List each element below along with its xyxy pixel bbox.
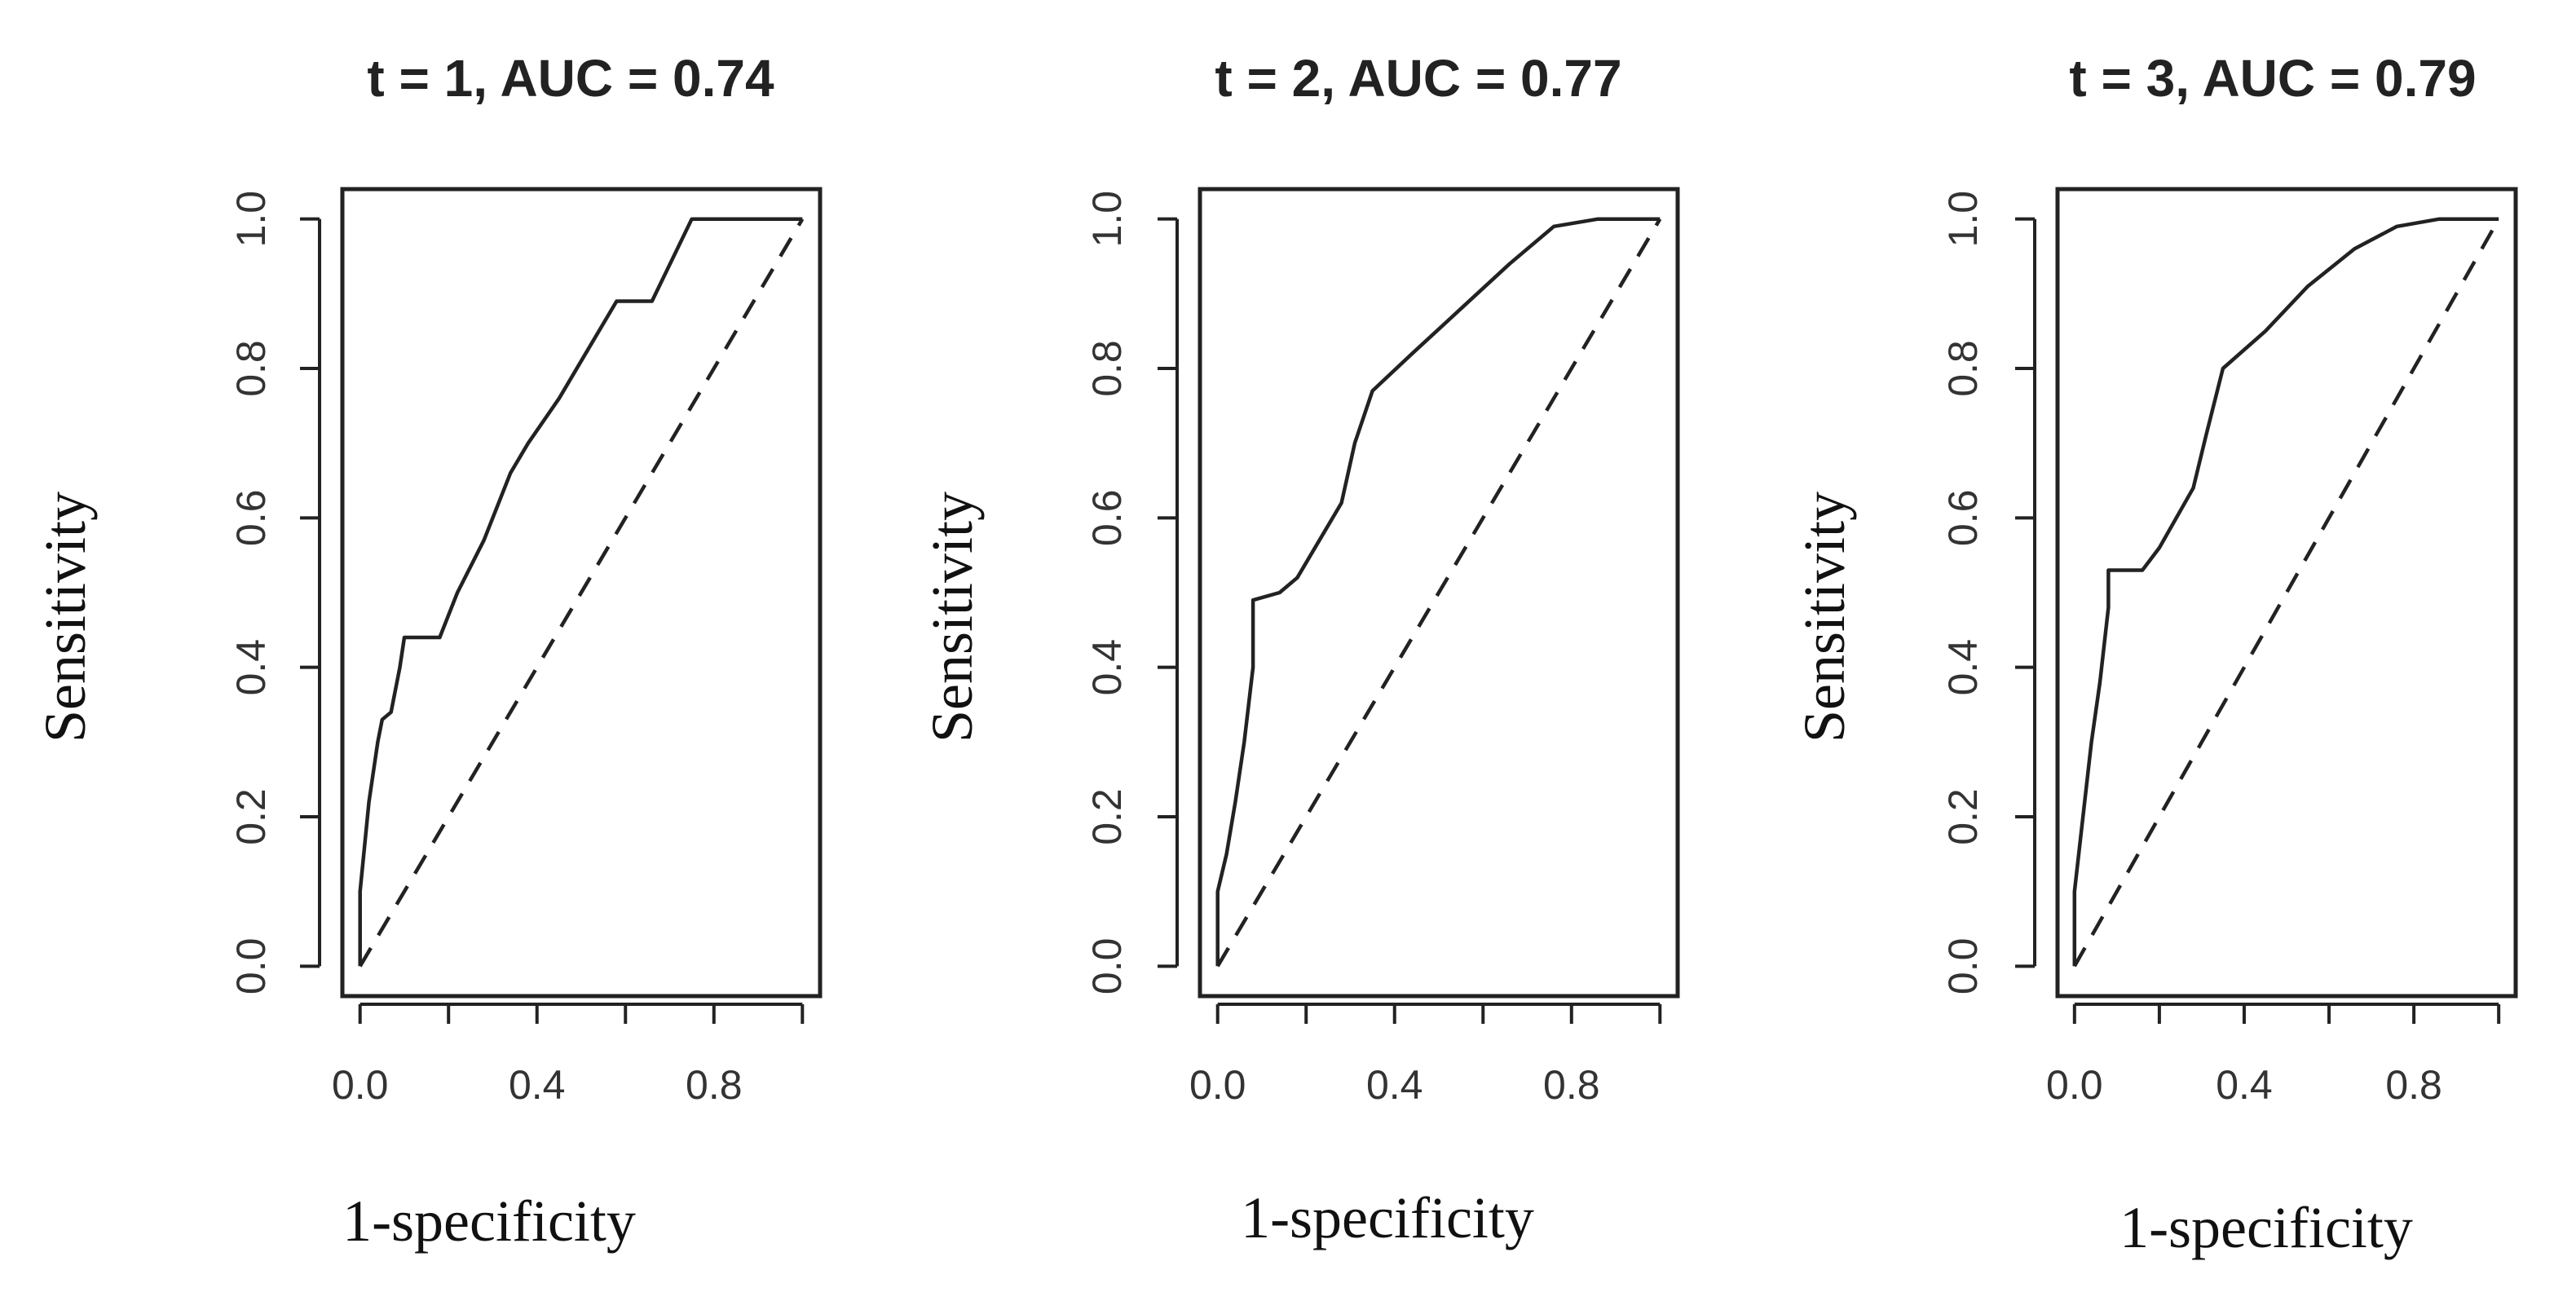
reference-diagonal-line	[358, 218, 805, 968]
x-axis-label: 1-specificity	[2119, 1195, 2413, 1260]
plot-frame	[2055, 187, 2518, 999]
y-tick-label: 0.8	[228, 340, 274, 397]
y-tick-label: 0.0	[228, 938, 274, 995]
plot-frame	[340, 187, 823, 999]
x-axis-label: 1-specificity	[342, 1188, 636, 1254]
roc-curve	[2072, 217, 2499, 967]
y-tick-label: 0.2	[228, 788, 274, 845]
y-tick-label: 0.4	[1940, 639, 1986, 696]
y-tick-label: 0.8	[1940, 340, 1986, 397]
y-tick-label: 0.6	[1084, 490, 1130, 547]
y-axis-label: Sensitivity	[33, 492, 98, 743]
y-tick-label: 0.4	[1084, 639, 1130, 696]
y-tick-label: 0.2	[1084, 788, 1130, 845]
y-tick-label: 1.0	[1084, 191, 1130, 248]
roc-panel-2: t = 2, AUC = 0.77 0.0 0.2 0.4 0.6 0.8 1.0 0.0 0.…	[920, 49, 1680, 1250]
x-tick-label: 0.8	[1543, 1062, 1600, 1108]
y-tick-label: 0.4	[228, 639, 274, 696]
chart-title: t = 3, AUC = 0.79	[2069, 49, 2476, 108]
plot-frame	[1198, 187, 1680, 999]
roc-panel-3: t = 3, AUC = 0.79 0.0 0.2 0.4 0.6 0.8 1.0 0.0 0.…	[1792, 49, 2518, 1260]
x-tick-label: 0.4	[509, 1062, 566, 1108]
x-tick-label: 0.0	[1189, 1062, 1246, 1108]
chart-title: t = 1, AUC = 0.74	[367, 49, 774, 108]
reference-diagonal-line	[2072, 218, 2501, 968]
reference-diagonal-line	[1215, 218, 1662, 968]
y-axis-label: Sensitivity	[1792, 492, 1857, 743]
y-tick-label: 1.0	[228, 191, 274, 248]
y-tick-label: 0.0	[1940, 938, 1986, 995]
x-tick-label: 0.8	[686, 1062, 743, 1108]
x-tick-label: 0.8	[2385, 1062, 2442, 1108]
x-tick-label: 0.4	[2216, 1062, 2273, 1108]
y-tick-label: 0.6	[228, 490, 274, 547]
y-tick-label: 0.2	[1940, 788, 1986, 845]
x-axis-label: 1-specificity	[1241, 1185, 1534, 1250]
y-tick-label: 1.0	[1940, 191, 1986, 248]
x-tick-label: 0.0	[332, 1062, 389, 1108]
roc-curve	[358, 217, 803, 967]
roc-curve	[1215, 217, 1661, 967]
y-tick-label: 0.8	[1084, 340, 1130, 397]
y-tick-label: 0.0	[1084, 938, 1130, 995]
y-tick-label: 0.6	[1940, 490, 1986, 547]
roc-panel-1: t = 1, AUC = 0.74 0.0 0.2 0.4 0.6 0.8 1.0 0.0 0.…	[33, 49, 823, 1254]
x-tick-label: 0.0	[2046, 1062, 2103, 1108]
chart-title: t = 2, AUC = 0.77	[1215, 49, 1621, 108]
y-axis-label: Sensitivity	[920, 492, 985, 743]
x-tick-label: 0.4	[1366, 1062, 1423, 1108]
